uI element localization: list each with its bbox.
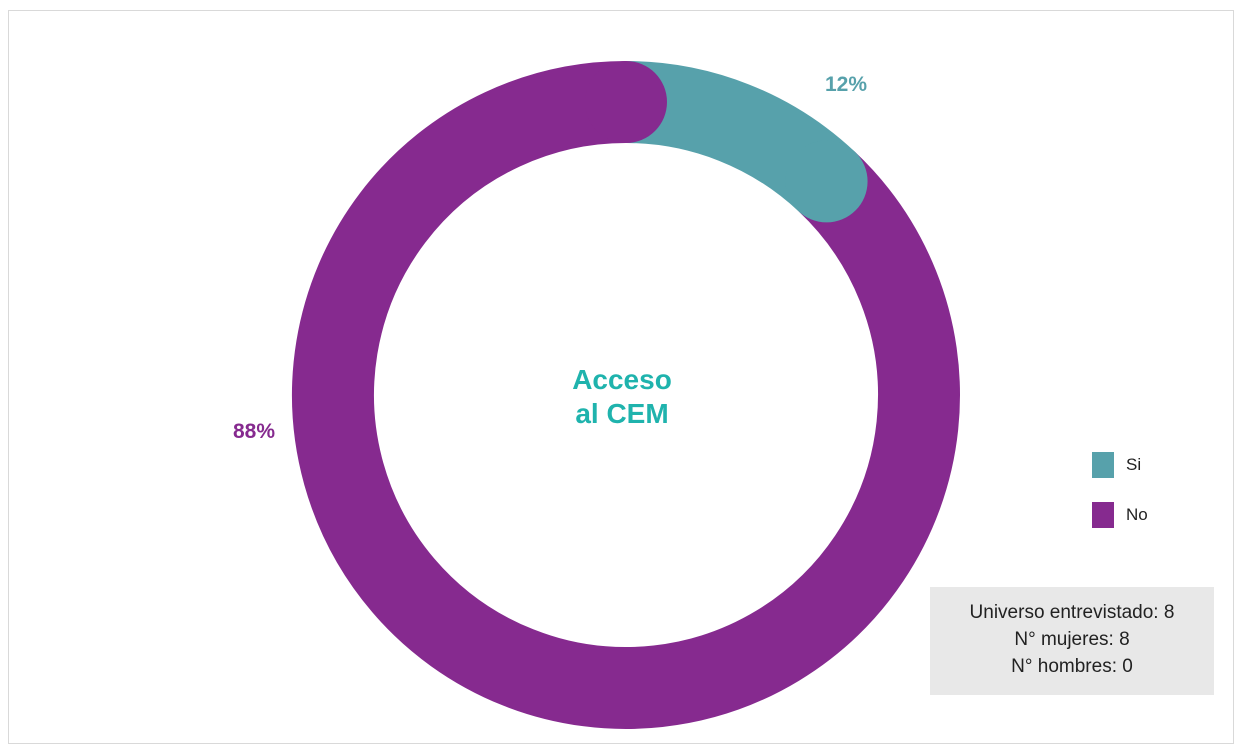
donut-cap-no xyxy=(585,61,667,143)
legend-label-si: Si xyxy=(1126,455,1142,474)
legend-item-no: No xyxy=(1092,502,1148,528)
info-men: N° hombres: 0 xyxy=(1011,656,1133,677)
legend: Si No xyxy=(1092,452,1148,552)
info-universe: Universo entrevistado: 8 xyxy=(969,602,1175,623)
data-label-si: 12% xyxy=(825,73,867,96)
chart-title-line-2: al CEM xyxy=(575,398,668,429)
data-label-no: 88% xyxy=(233,420,275,443)
info-women: N° mujeres: 8 xyxy=(1014,629,1130,650)
chart-title-line-1: Acceso xyxy=(572,364,672,395)
donut-cap-si xyxy=(785,140,868,223)
legend-swatch-si xyxy=(1092,452,1114,478)
donut-slice-no xyxy=(292,61,960,729)
donut-slice-caps xyxy=(585,61,868,223)
legend-item-si: Si xyxy=(1092,452,1148,478)
legend-label-no: No xyxy=(1126,505,1148,524)
sample-info-box: Universo entrevistado: 8 N° mujeres: 8 N… xyxy=(930,587,1214,695)
legend-swatch-no xyxy=(1092,502,1114,528)
